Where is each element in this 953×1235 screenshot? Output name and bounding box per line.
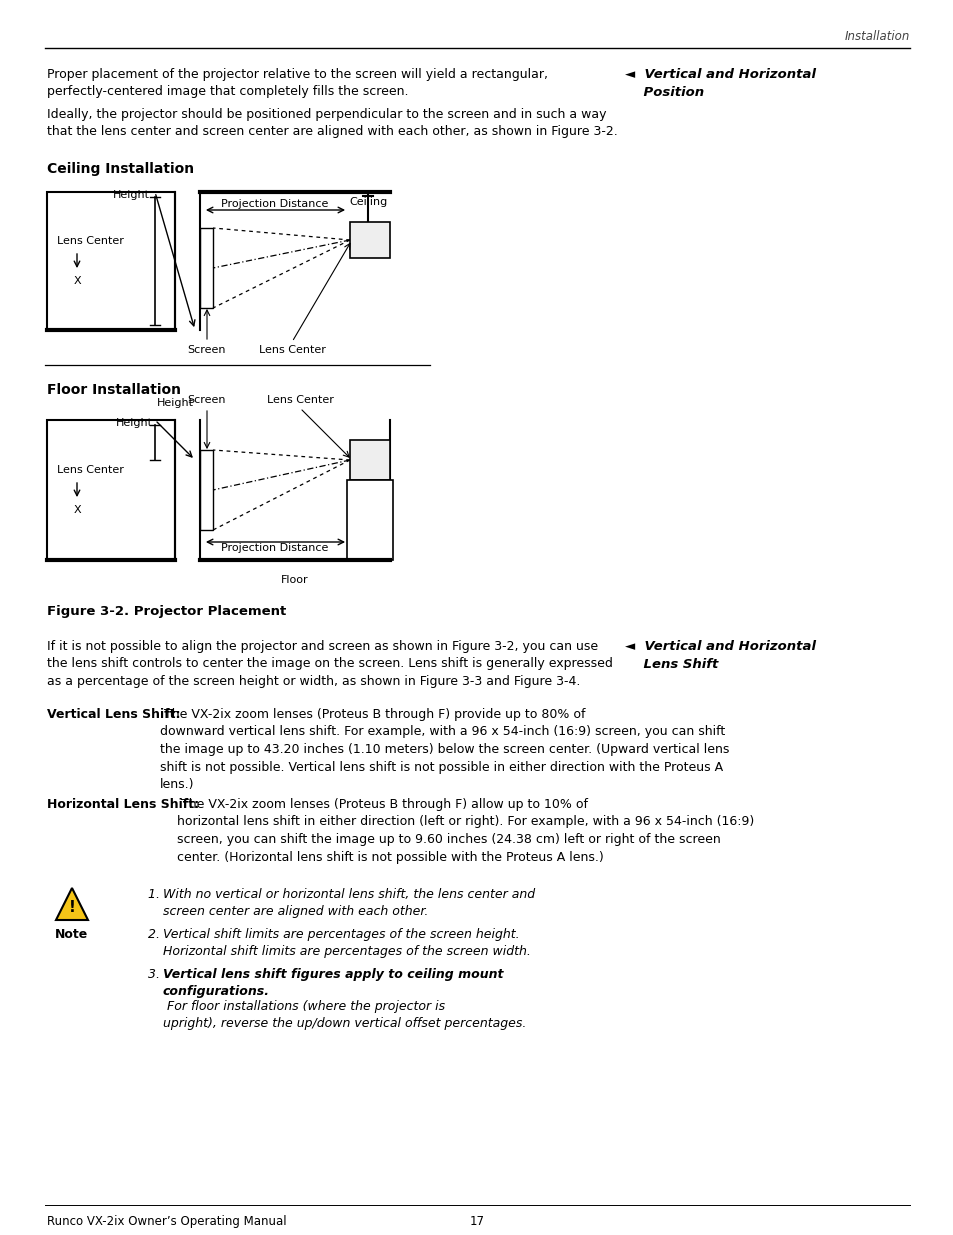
Text: !: ! [69,900,75,915]
Text: Height: Height [156,398,193,408]
Text: Lens Center: Lens Center [57,236,124,246]
Bar [47,191,174,330]
Polygon shape [56,888,88,920]
Text: Vertical Lens Shift:: Vertical Lens Shift: [47,708,180,721]
Text: X: X [73,505,81,515]
Text: Projection Distance: Projection Distance [221,543,329,553]
Text: For floor installations (where the projector is
upright), reverse the up/down ve: For floor installations (where the proje… [163,1000,526,1030]
Bar [350,222,390,258]
Text: Lens Center: Lens Center [266,395,334,405]
Text: The VX-2ix zoom lenses (Proteus B through F) provide up to 80% of
downward verti: The VX-2ix zoom lenses (Proteus B throug… [160,708,729,790]
Text: X: X [73,275,81,287]
Bar [47,420,174,559]
Text: 2.: 2. [148,927,164,941]
Text: Ideally, the projector should be positioned perpendicular to the screen and in s: Ideally, the projector should be positio… [47,107,618,138]
Text: Lens Center: Lens Center [57,466,124,475]
Text: Installation: Installation [843,30,909,43]
Text: 17: 17 [469,1215,484,1228]
Text: Lens Center: Lens Center [258,345,325,354]
Text: Vertical lens shift figures apply to ceiling mount
configurations.: Vertical lens shift figures apply to cei… [163,968,503,999]
Text: ◄  Vertical and Horizontal
    Position: ◄ Vertical and Horizontal Position [624,68,815,99]
Text: Horizontal Lens Shift:: Horizontal Lens Shift: [47,798,199,811]
Text: Proper placement of the projector relative to the screen will yield a rectangula: Proper placement of the projector relati… [47,68,547,99]
Text: With no vertical or horizontal lens shift, the lens center and
screen center are: With no vertical or horizontal lens shif… [163,888,535,919]
Text: Note: Note [55,927,89,941]
Text: Height: Height [116,417,152,429]
Text: The VX-2ix zoom lenses (Proteus B through F) allow up to 10% of
horizontal lens : The VX-2ix zoom lenses (Proteus B throug… [177,798,754,863]
Text: Runco VX-2ix Owner’s Operating Manual: Runco VX-2ix Owner’s Operating Manual [47,1215,286,1228]
Bar [347,480,393,559]
Text: Projection Distance: Projection Distance [221,199,329,209]
Text: Height: Height [112,190,150,200]
Bar [350,440,390,480]
Text: If it is not possible to align the projector and screen as shown in Figure 3-2, : If it is not possible to align the proje… [47,640,612,688]
Text: Figure 3-2. Projector Placement: Figure 3-2. Projector Placement [47,605,286,618]
Text: Ceiling: Ceiling [350,198,388,207]
Text: Floor Installation: Floor Installation [47,383,181,396]
Text: Vertical shift limits are percentages of the screen height.
Horizontal shift lim: Vertical shift limits are percentages of… [163,927,530,958]
Text: Screen: Screen [188,395,226,405]
Bar [200,450,213,530]
Text: 1.: 1. [148,888,164,902]
Text: ◄  Vertical and Horizontal
    Lens Shift: ◄ Vertical and Horizontal Lens Shift [624,640,815,671]
Text: Ceiling Installation: Ceiling Installation [47,162,193,177]
Text: 3.: 3. [148,968,164,981]
Bar [200,228,213,308]
Text: Floor: Floor [281,576,309,585]
Text: Screen: Screen [188,345,226,354]
